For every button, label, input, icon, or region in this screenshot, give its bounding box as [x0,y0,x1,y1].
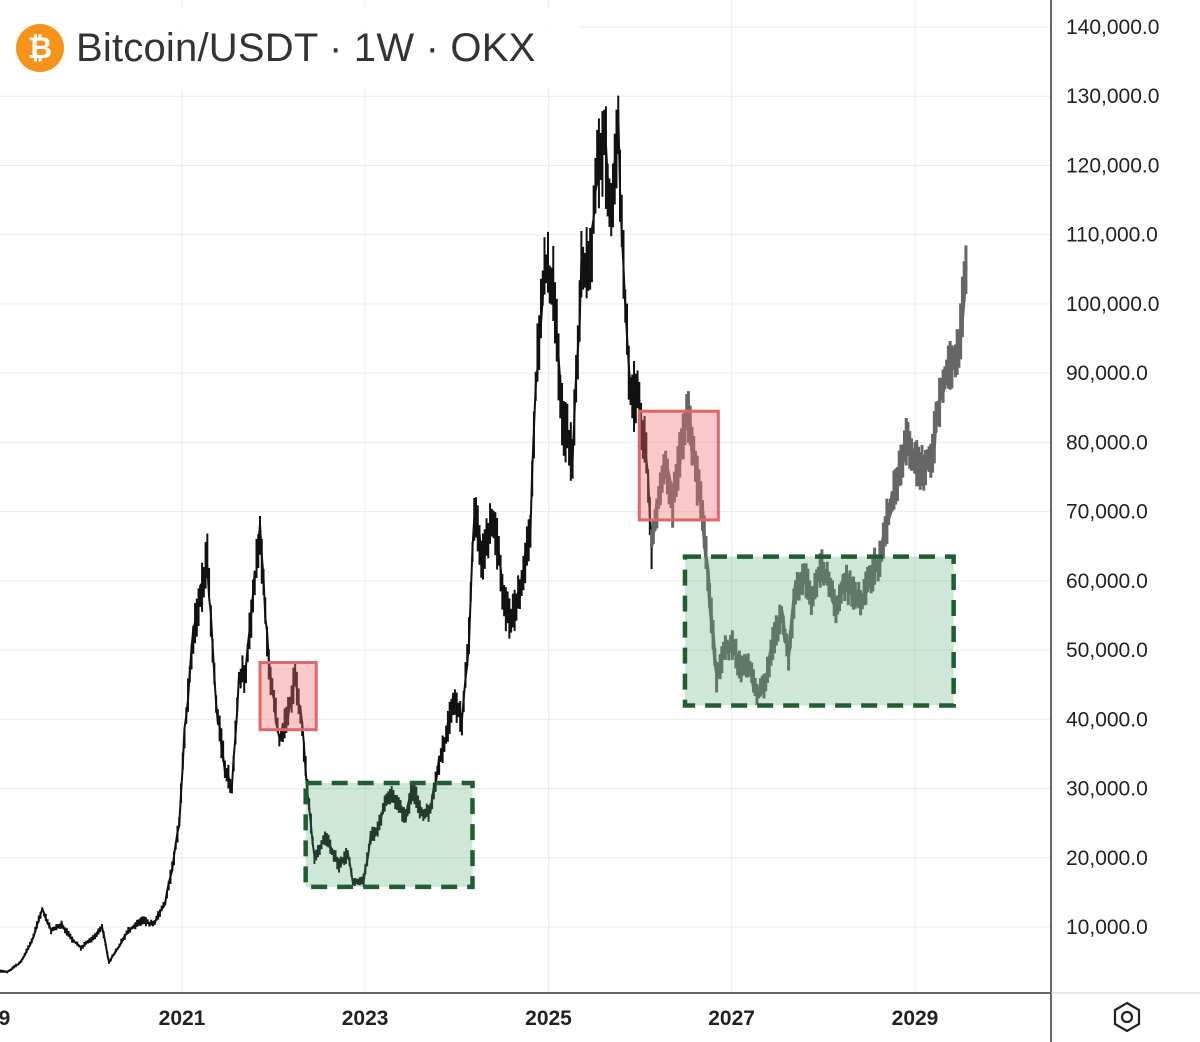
accumulation-zone-box [303,780,475,890]
accumulation-zone-box [682,554,956,708]
price-line [0,110,653,973]
bitcoin-symbol: ₿ [27,30,53,66]
y-tick-label: 110,000.0 [1066,224,1158,247]
hexagon-settings-icon[interactable] [1110,1000,1144,1034]
x-tick-label: 2029 [892,1007,939,1030]
y-tick-label: 130,000.0 [1066,85,1159,108]
projection-series [649,245,968,706]
y-tick-label: 80,000.0 [1066,431,1148,454]
y-tick-label: 30,000.0 [1066,778,1148,801]
hexagon-center [1120,1010,1134,1024]
symbol-title: Bitcoin/USDT · 1W · OKX [76,25,536,70]
y-tick-label: 120,000.0 [1066,154,1159,177]
resistance-zone-box [637,409,720,522]
x-tick-label: 2021 [159,1007,206,1030]
bitcoin-icon: ₿ [16,24,64,72]
x-tick-label: 2025 [525,1007,572,1030]
x-tick-label: 19 [0,1007,10,1030]
x-tick-label: 2027 [708,1007,755,1030]
y-tick-label: 60,000.0 [1066,570,1148,593]
x-axis-ticks: 19 2021 2023 2025 2027 2029 [0,1007,938,1030]
y-axis-ticks: 10,000.0 20,000.0 30,000.0 40,000.0 50,000.0… [1066,16,1159,939]
y-tick-label: 10,000.0 [1066,916,1148,939]
y-tick-label: 70,000.0 [1066,501,1148,524]
y-tick-label: 90,000.0 [1066,362,1148,385]
y-tick-label: 140,000.0 [1066,16,1159,39]
resistance-zone-box [258,661,318,732]
y-tick-label: 40,000.0 [1066,708,1148,731]
y-tick-label: 20,000.0 [1066,847,1148,870]
price-series [0,95,968,974]
chart-legend: ₿ Bitcoin/USDT · 1W · OKX [0,8,580,88]
y-tick-label: 50,000.0 [1066,639,1148,662]
y-tick-label: 100,000.0 [1066,293,1159,316]
x-tick-label: 2023 [342,1007,389,1030]
price-line [649,265,968,694]
hexagon-outline [1113,1001,1141,1033]
highlight-zones [258,409,956,890]
